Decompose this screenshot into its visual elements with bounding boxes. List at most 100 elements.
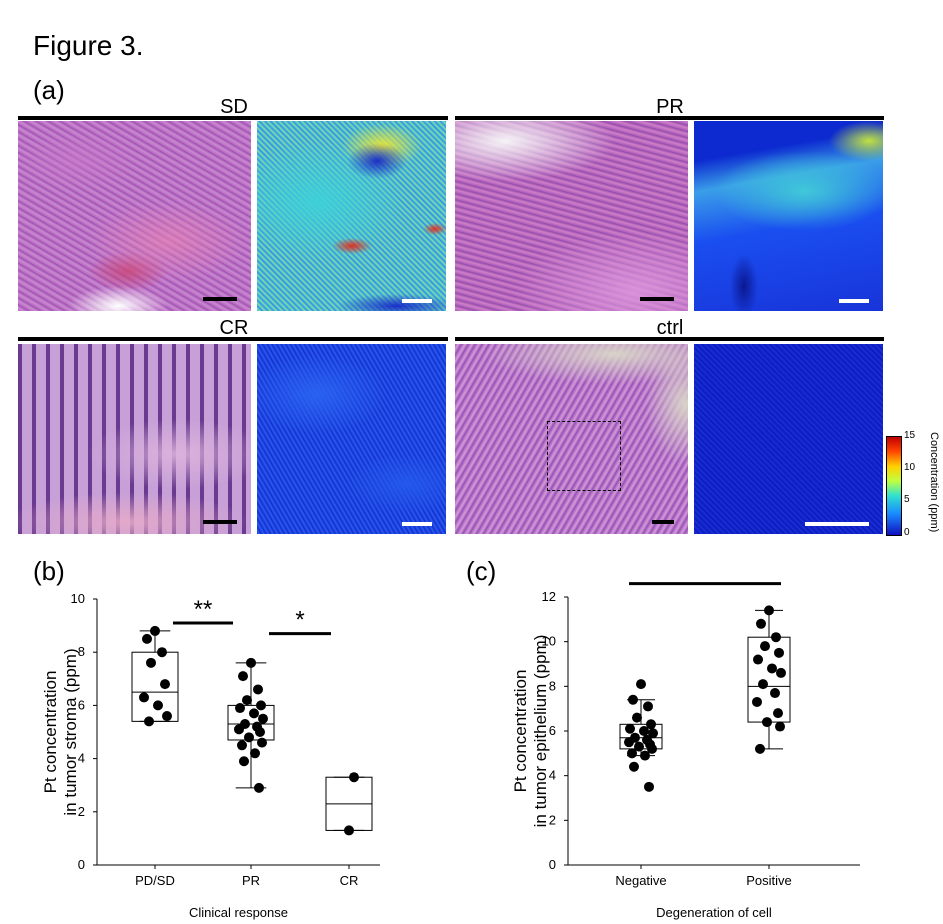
panel-c-label: (c) [466,556,497,586]
y-tick-label: 0 [78,857,85,872]
box [747,636,791,723]
data-point [758,679,768,690]
x-axis-title: Degeneration of cell [656,905,772,920]
group-rule-cr [18,337,448,341]
data-point [646,719,656,730]
data-point [160,679,170,690]
x-tick-label: Negative [615,873,666,888]
data-point [150,625,160,636]
colorbar-tick: 5 [904,494,910,505]
data-point [775,721,785,732]
data-point [344,825,354,836]
colorbar-title: Concentration (ppm) [928,432,940,533]
significance-label: * [295,607,304,634]
group-label-sd: SD [220,96,248,118]
scale-bar [203,297,237,301]
data-point [244,732,254,743]
data-point [773,708,783,719]
y-tick-label: 0 [549,857,556,872]
data-point [258,713,268,724]
data-point [627,748,637,759]
x-tick-label: Positive [746,873,792,888]
data-point [142,633,152,644]
data-point [254,782,264,793]
data-point [764,605,774,616]
pt-map-image-sd [257,121,446,311]
data-point [235,703,245,714]
data-point [643,701,653,712]
data-point [139,692,149,703]
data-point [756,618,766,629]
data-point [755,743,765,754]
colorbar-tick: 10 [904,462,916,473]
data-point [767,663,777,674]
data-point [234,724,244,735]
pt-map-image-ctrl [694,344,883,534]
data-point [238,671,248,682]
data-point [253,684,263,695]
data-point [752,696,762,707]
data-point [146,657,156,668]
data-point [625,723,635,734]
y-axis-title: Pt concentration [41,671,60,794]
data-point [771,632,781,643]
colorbar-tick: 15 [904,430,916,441]
data-point [629,761,639,772]
he-stain-image-pr [455,121,688,311]
data-point [157,647,167,658]
y-tick-label: 6 [78,697,85,712]
pt-map-image-pr [694,121,883,311]
data-point [249,708,259,719]
data-point [774,647,784,658]
he-stain-image-cr [18,344,251,534]
scale-bar [203,520,237,524]
data-point [162,711,172,722]
he-stain-image-sd [18,121,251,311]
y-tick-label: 8 [549,678,556,693]
figure-title: Figure 3. [33,30,144,61]
data-point [640,750,650,761]
data-point [776,667,786,678]
y-axis-title: in tumor epithelium (ppm) [531,635,550,828]
scale-bar [402,522,432,526]
scale-bar [839,299,869,303]
y-tick-label: 2 [549,812,556,827]
data-point [636,679,646,690]
scale-bar [652,520,674,524]
colorbar-tick: 0 [904,527,910,538]
data-point [239,756,249,767]
group-rule-ctrl [455,337,884,341]
data-point [624,737,634,748]
data-point [242,695,252,706]
x-axis-title: Clinical response [189,905,288,920]
group-label-pr: PR [656,96,684,118]
group-label-ctrl: ctrl [656,317,684,339]
data-point [257,737,267,748]
y-tick-label: 6 [549,723,556,738]
data-point [770,688,780,699]
panel-b-label: (b) [33,556,65,586]
y-tick-label: 12 [542,589,556,604]
data-point [634,741,644,752]
y-tick-label: 10 [542,634,556,649]
group-rule-sd [18,116,448,120]
he-stain-image-ctrl [455,344,688,534]
x-tick-label: PR [242,873,260,888]
stroma-boxplot: 0 2 4 6 8 10 PD/SD PR CR Clinical response Pt conc… [41,591,380,920]
data-point [762,717,772,728]
data-point [760,641,770,652]
data-point [250,748,260,759]
scale-bar [640,297,674,301]
epithelium-boxplot: 0 2 4 6 8 10 12 Negative Positive Degeneration of… [511,575,860,920]
group-rule-pr [455,116,884,120]
data-point [628,694,638,705]
data-point [639,726,649,736]
significance-label: ** [194,596,213,623]
panel-a-label: (a) [33,75,65,105]
data-point [237,740,247,751]
data-point [246,657,256,668]
y-tick-label: 4 [78,751,85,766]
y-tick-label: 2 [78,804,85,819]
region-of-interest-box [547,421,621,491]
scale-bar [402,299,432,303]
